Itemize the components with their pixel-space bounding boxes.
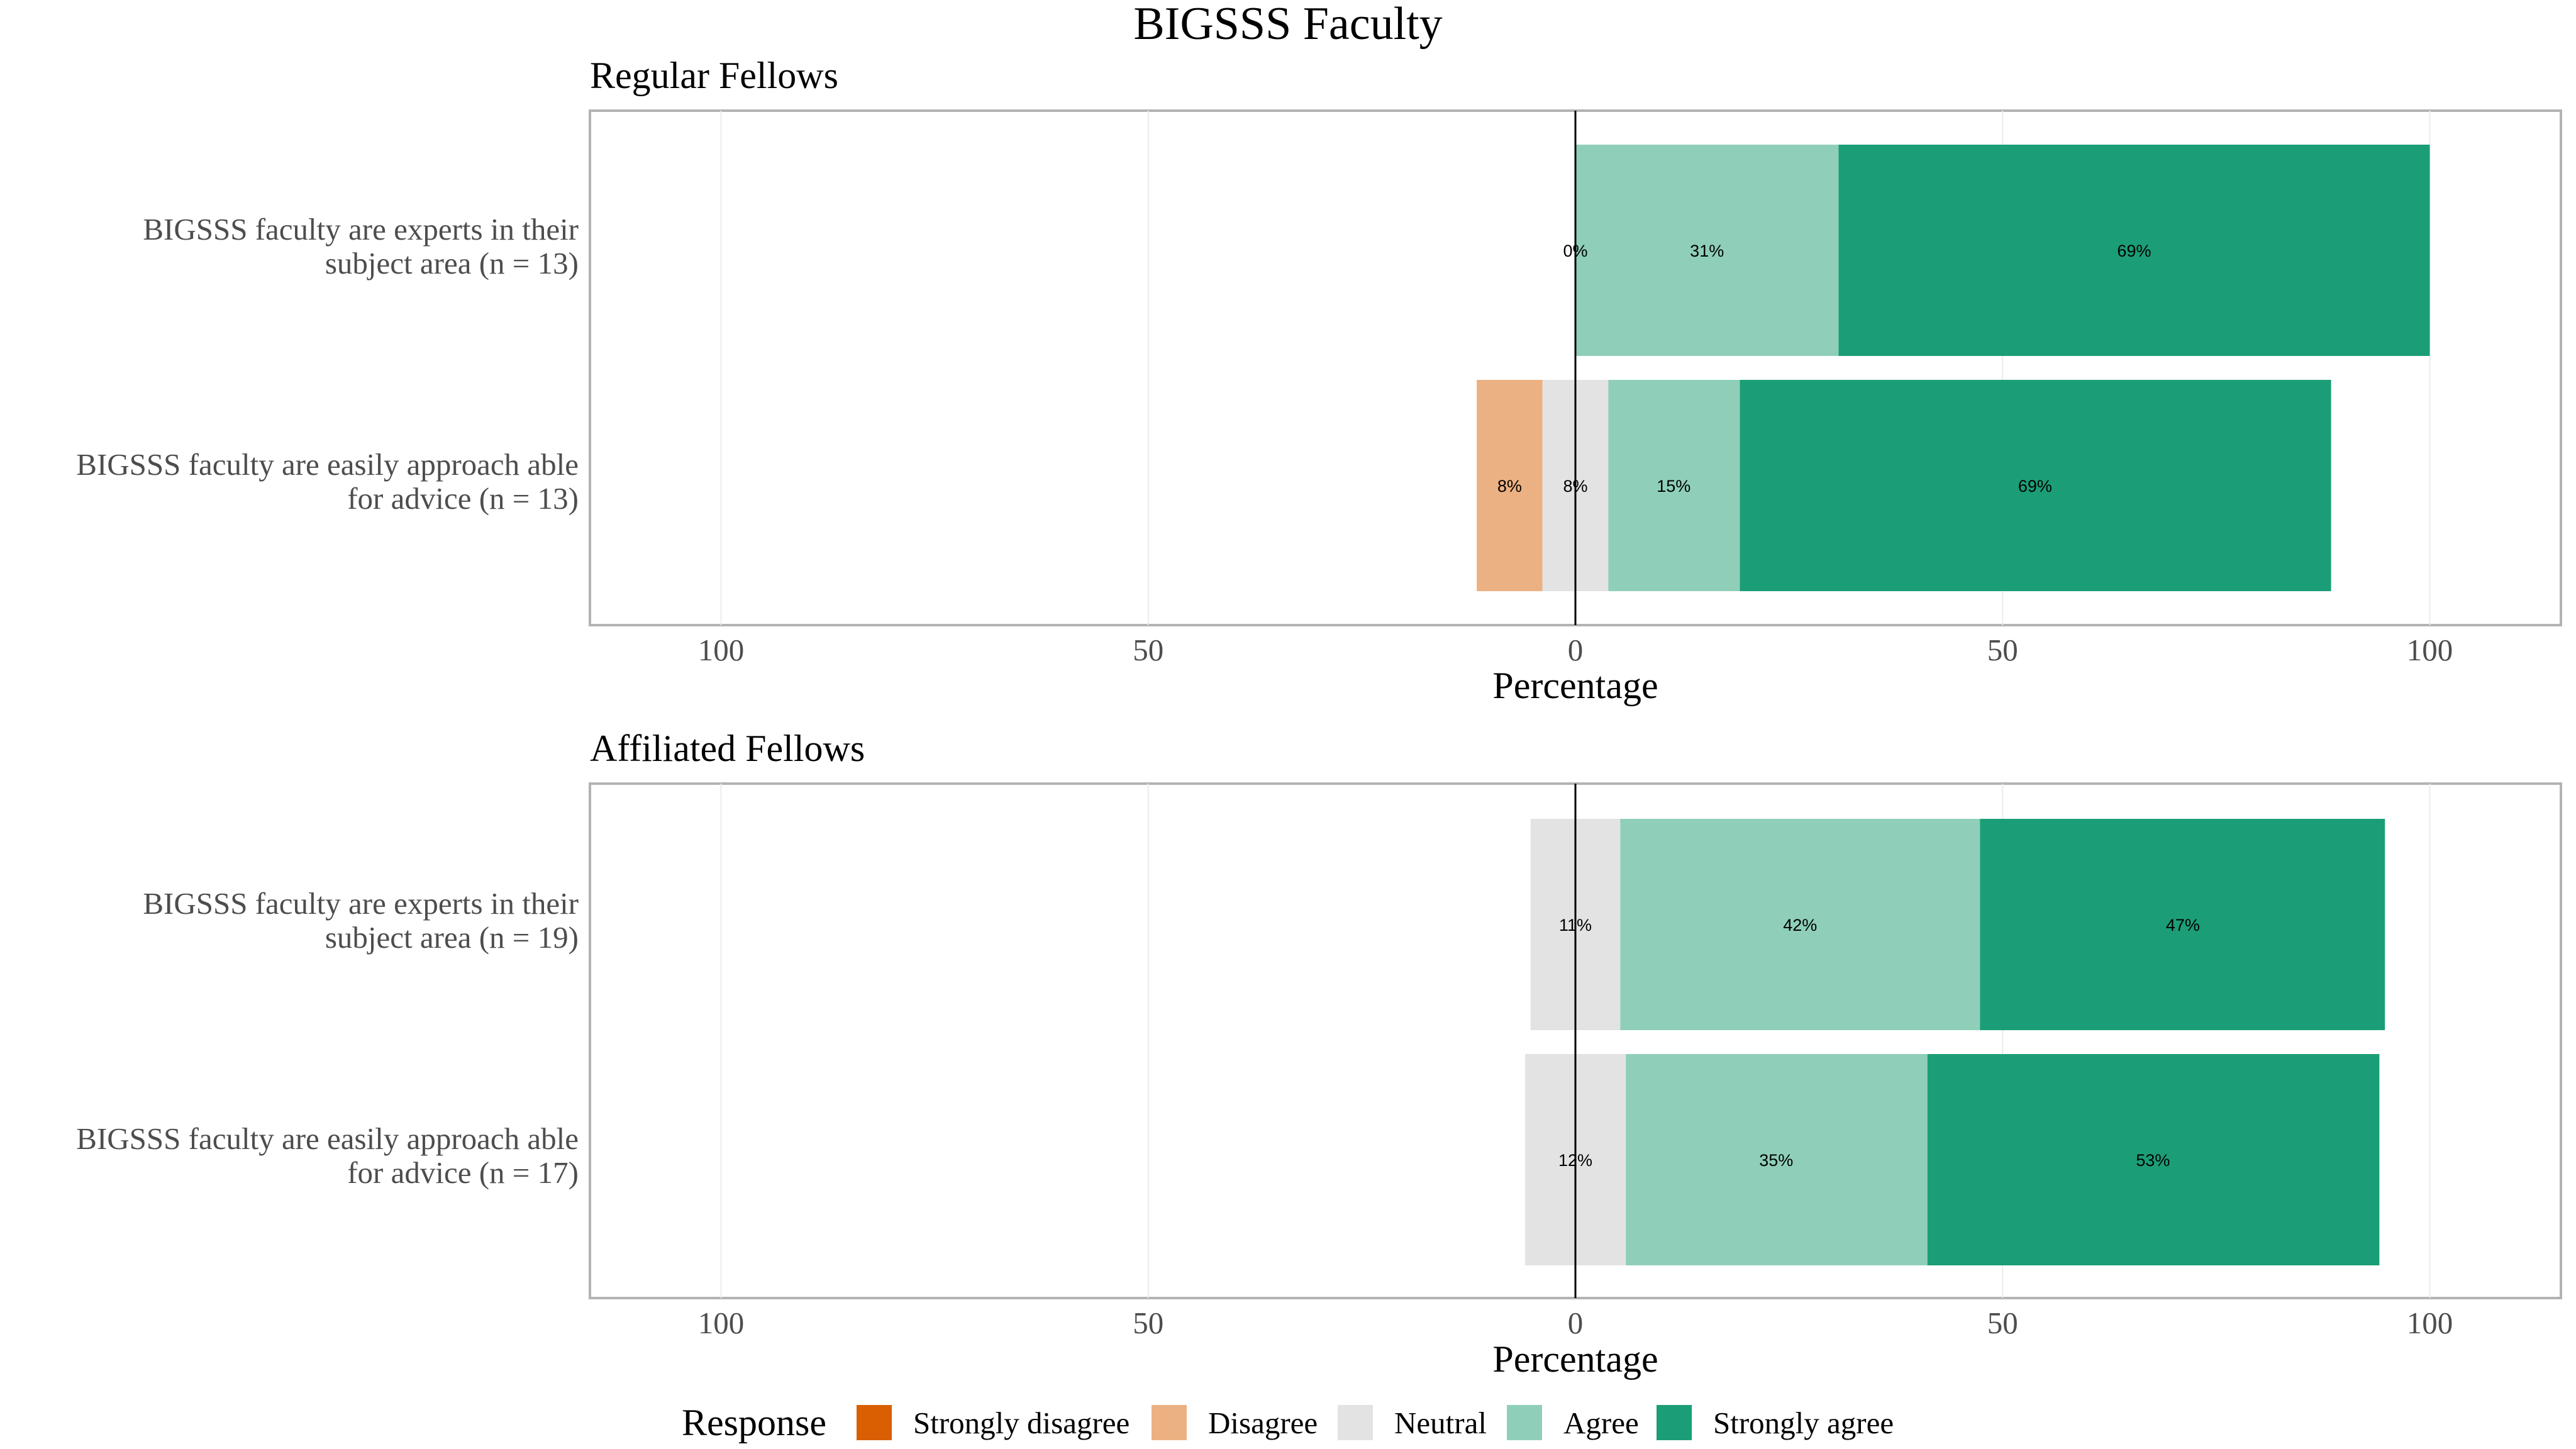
bar-data-label: 11%: [1559, 916, 1592, 935]
panel-subtitle: Regular Fellows: [590, 55, 838, 96]
bar-data-label: 12%: [1558, 1151, 1592, 1170]
category-label-line1: BIGSSS faculty are experts in their: [143, 212, 579, 247]
category-label-line2: subject area (n = 19): [325, 920, 579, 955]
x-tick-label: 50: [1133, 633, 1163, 667]
x-tick-label: 50: [1987, 633, 2018, 667]
bar-data-label: 47%: [2166, 916, 2200, 935]
legend-swatch: [1657, 1405, 1692, 1440]
bar-segment-strongly-agree: [1838, 145, 2430, 356]
bar-segment-agree: [1608, 380, 1740, 591]
bar-data-label: 15%: [1657, 477, 1690, 496]
category-label-line2: subject area (n = 13): [325, 246, 579, 280]
bar-data-label: 8%: [1497, 477, 1522, 496]
x-tick-label: 100: [698, 1306, 745, 1340]
legend-item-label: Agree: [1563, 1406, 1639, 1440]
category-label-line1: BIGSSS faculty are easily approach able: [76, 1121, 579, 1156]
chart-title: BIGSSS Faculty: [1133, 0, 1442, 50]
legend-item-label: Disagree: [1208, 1406, 1318, 1440]
bar-segment-disagree: [1477, 380, 1543, 591]
legend-swatch: [1152, 1405, 1187, 1440]
bar-data-label: 69%: [2018, 477, 2052, 496]
legend-swatch: [857, 1405, 892, 1440]
bar-data-label: 69%: [2117, 242, 2151, 260]
legend-item-label: Strongly disagree: [913, 1406, 1130, 1440]
bar-data-label: 42%: [1783, 916, 1817, 935]
legend-swatch: [1507, 1405, 1542, 1440]
legend-item-label: Strongly agree: [1713, 1406, 1894, 1440]
bar-data-label: 0%: [1563, 242, 1587, 260]
bar-segment-agree: [1575, 145, 1839, 356]
category-label-line2: for advice (n = 13): [347, 481, 579, 516]
x-axis-title: Percentage: [1492, 1338, 1658, 1380]
bar-data-label: 8%: [1563, 477, 1587, 496]
x-tick-label: 50: [1987, 1306, 2018, 1340]
panel-subtitle: Affiliated Fellows: [590, 728, 865, 769]
bar-segment-agree: [1626, 1054, 1928, 1265]
category-label-line2: for advice (n = 17): [347, 1155, 579, 1190]
legend-swatch: [1338, 1405, 1373, 1440]
bar-segment-strongly-agree: [1980, 819, 2385, 1030]
x-axis-title: Percentage: [1492, 665, 1658, 706]
x-tick-label: 0: [1568, 633, 1584, 667]
legend-item-label: Neutral: [1394, 1406, 1487, 1440]
x-tick-label: 100: [698, 633, 745, 667]
legend-title: Response: [682, 1402, 826, 1443]
x-tick-label: 100: [2407, 1306, 2453, 1340]
bar-segment-agree: [1620, 819, 1980, 1030]
x-tick-label: 0: [1568, 1306, 1584, 1340]
bar-segment-strongly-agree: [1927, 1054, 2380, 1265]
bar-data-label: 35%: [1759, 1151, 1793, 1170]
bar-segment-strongly-agree: [1740, 380, 2331, 591]
category-label-line1: BIGSSS faculty are easily approach able: [76, 447, 579, 482]
bar-data-label: 53%: [2136, 1151, 2170, 1170]
category-label-line1: BIGSSS faculty are experts in their: [143, 886, 579, 921]
bar-data-label: 31%: [1690, 242, 1724, 260]
x-tick-label: 50: [1133, 1306, 1163, 1340]
x-tick-label: 100: [2407, 633, 2453, 667]
